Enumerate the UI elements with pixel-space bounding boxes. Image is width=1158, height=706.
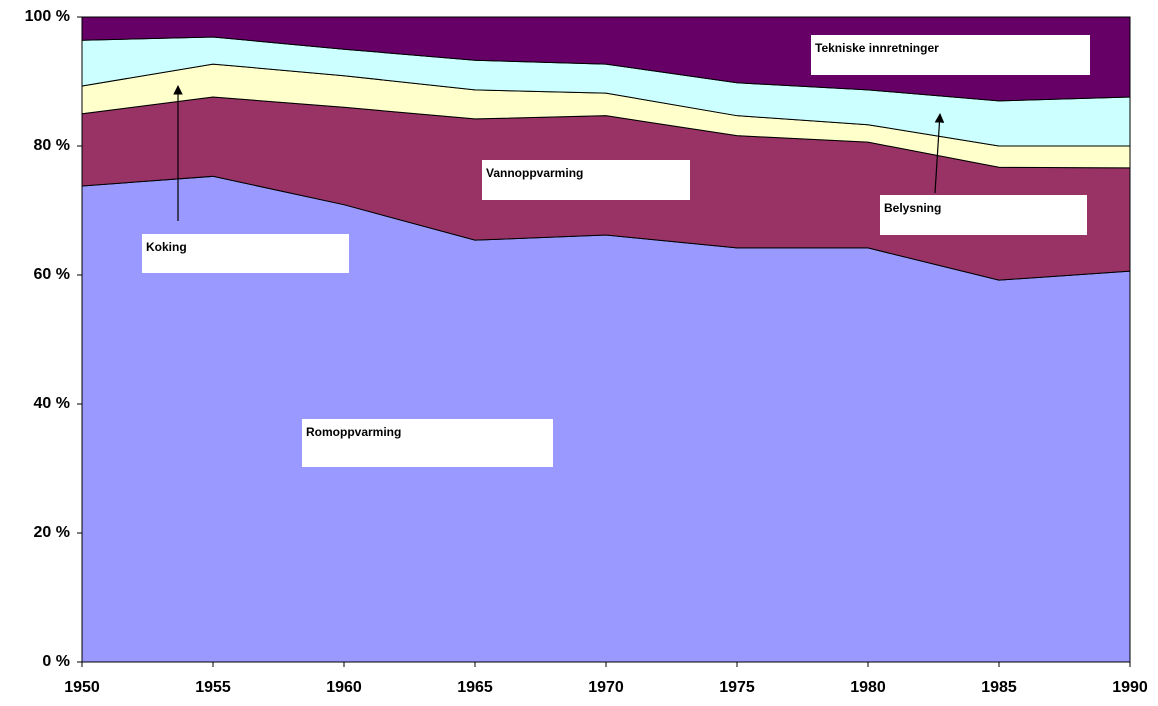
- x-tick-label: 1955: [195, 679, 231, 696]
- annotations: Romoppvarming Vannoppvarming Koking Belysni…: [142, 35, 1090, 467]
- arrow: [934, 113, 945, 194]
- y-tick-label: 60 %: [34, 266, 70, 283]
- x-tick-label: 1975: [719, 679, 755, 696]
- y-tick-label: 0 %: [42, 653, 70, 670]
- y-tick-label: 40 %: [34, 395, 70, 412]
- series-label: Koking: [146, 240, 187, 254]
- x-tick-label: 1970: [588, 679, 624, 696]
- label-box: [482, 160, 690, 200]
- label-box: [880, 195, 1087, 235]
- series-label: Vannoppvarming: [486, 166, 583, 180]
- x-tick-label: 1950: [64, 679, 100, 696]
- label-box: [811, 35, 1090, 75]
- series-label: Romoppvarming: [306, 425, 401, 439]
- areas: [81, 16, 1131, 663]
- series-label: Belysning: [884, 201, 941, 215]
- x-tick-label: 1990: [1112, 679, 1148, 696]
- label-box: [142, 234, 349, 273]
- x-tick-label: 1985: [981, 679, 1017, 696]
- x-tick-label: 1960: [326, 679, 362, 696]
- y-tick-label: 80 %: [34, 137, 70, 154]
- x-tick-label: 1980: [850, 679, 886, 696]
- label-box: [302, 419, 553, 467]
- series-label: Tekniske innretninger: [815, 41, 939, 55]
- y-tick-label: 20 %: [34, 524, 70, 541]
- x-tick-label: 1965: [457, 679, 493, 696]
- y-tick-label: 100 %: [25, 8, 70, 25]
